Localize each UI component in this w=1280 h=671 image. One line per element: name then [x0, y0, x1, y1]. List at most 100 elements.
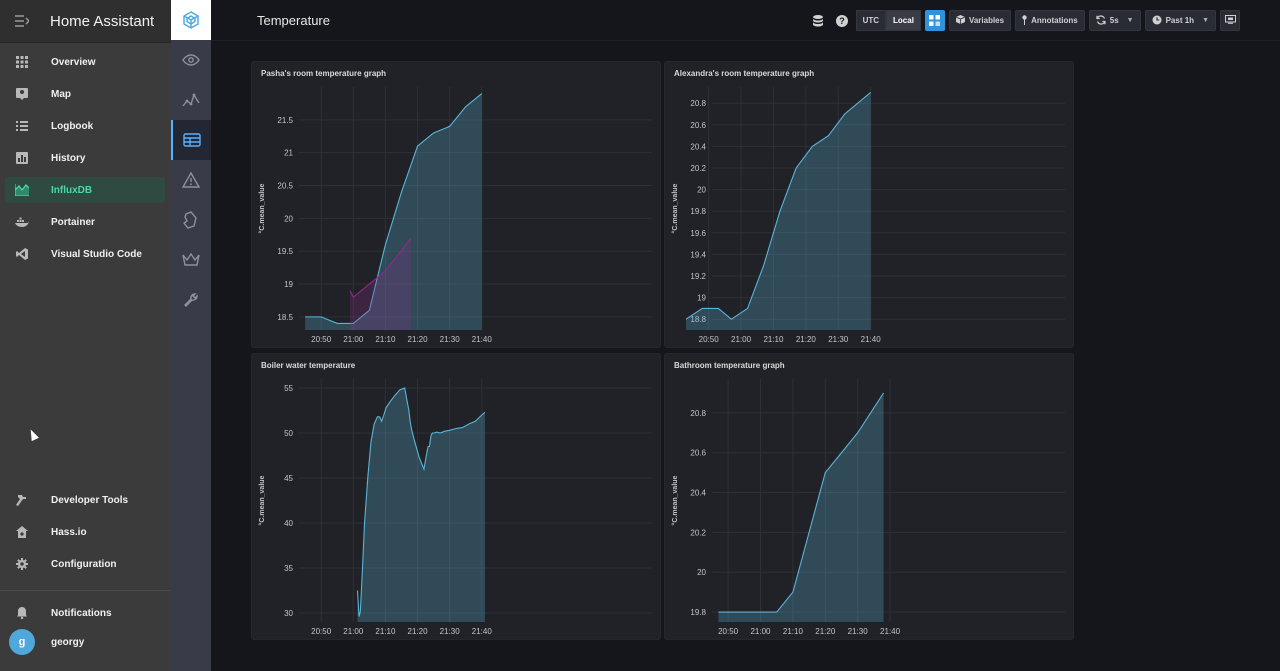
y-tick-label: 35: [284, 564, 293, 573]
x-tick-label: 21:10: [763, 335, 784, 344]
x-tick-label: 20:50: [311, 335, 332, 344]
home-gear-icon: [5, 526, 39, 538]
ha-sidebar-header: Home Assistant: [0, 0, 171, 43]
database-icon[interactable]: [808, 10, 828, 31]
local-button[interactable]: Local: [886, 10, 921, 31]
chart-area: 20:50 21:00 21:10 21:20 21:30 21:40 18.8 19 19.2…: [671, 87, 1065, 344]
sidebar-item-label: Portainer: [51, 216, 95, 228]
time-range-label: Past 1h: [1165, 16, 1195, 25]
sidebar-item-notifications[interactable]: Notifications: [5, 600, 165, 626]
crown-icon[interactable]: [171, 240, 211, 280]
series-area-1: [350, 238, 412, 330]
y-tick-label: 20.4: [690, 489, 706, 498]
annotations-label: Annotations: [1031, 16, 1078, 25]
sidebar-item-label: Logbook: [51, 120, 94, 132]
dashboard-icon[interactable]: [171, 120, 211, 160]
panel-title[interactable]: Alexandra's room temperature graph: [674, 69, 815, 78]
sidebar-item-label: Visual Studio Code: [51, 248, 142, 260]
refresh-picker[interactable]: 5s ▼: [1088, 10, 1141, 31]
hammer-icon: [5, 494, 39, 506]
help-icon[interactable]: ?: [832, 10, 852, 31]
series-line-1: [349, 237, 412, 299]
sidebar-item-user[interactable]: g georgy: [5, 629, 165, 655]
chart-area: 20:50 21:00 21:10 21:20 21:30 21:40 30 35 40 45 50…: [258, 379, 652, 636]
grafana-logo-icon[interactable]: [171, 0, 211, 40]
wrench-icon[interactable]: [171, 280, 211, 320]
timezone-toggle: UTC Local: [855, 10, 921, 31]
y-tick-label: 20: [284, 214, 293, 223]
y-tick-label: 20.2: [690, 164, 706, 173]
series-line-0: [305, 93, 483, 324]
annotations-button[interactable]: Annotations: [1015, 10, 1085, 31]
sidebar-item-label: Configuration: [51, 558, 117, 570]
dashboard-topbar: Temperature ? UTC Local Variables: [211, 0, 1280, 41]
map-icon: [5, 88, 39, 100]
series-line-0: [356, 387, 486, 617]
sidebar-item-label: Hass.io: [51, 526, 87, 538]
y-tick-label: 20.6: [690, 449, 706, 458]
y-tick-label: 50: [284, 429, 293, 438]
x-tick-label: 21:00: [750, 627, 771, 636]
series-line-0: [718, 392, 885, 613]
sidebar-item-influxdb[interactable]: InfluxDB: [5, 177, 165, 203]
plugin-icon[interactable]: [171, 200, 211, 240]
y-tick-label: 19: [284, 280, 293, 289]
graph-panel-boiler[interactable]: Boiler water temperature 20:50 21:00 21:10…: [251, 353, 661, 640]
sidebar-item-label: InfluxDB: [51, 184, 93, 196]
utc-button[interactable]: UTC: [855, 10, 887, 31]
dashboard-title[interactable]: Temperature: [257, 12, 330, 28]
vscode-icon: [5, 248, 39, 260]
menu-collapse-icon[interactable]: [0, 15, 44, 27]
y-tick-label: 19.6: [690, 229, 706, 238]
y-tick-label: 20.8: [690, 99, 706, 108]
panel-title[interactable]: Pasha's room temperature graph: [261, 69, 387, 78]
sidebar-item-label: Overview: [51, 56, 96, 68]
time-range-picker[interactable]: Past 1h ▼: [1144, 10, 1216, 31]
variables-label: Variables: [968, 16, 1005, 25]
sidebar-item-visual-studio-code[interactable]: Visual Studio Code: [5, 241, 165, 267]
sidebar-item-history[interactable]: History: [5, 145, 165, 171]
panel-title[interactable]: Bathroom temperature graph: [674, 361, 785, 370]
chart-area: 20:50 21:00 21:10 21:20 21:30 21:40 18.5 19 19.5…: [258, 87, 652, 344]
ha-title: Home Assistant: [50, 12, 155, 30]
graph-panel-bathroom[interactable]: Bathroom temperature graph 20:50 21:00 21:…: [664, 353, 1074, 640]
avatar: g: [9, 629, 35, 655]
x-tick-label: 21:00: [343, 335, 364, 344]
sidebar-item-configuration[interactable]: Configuration: [5, 551, 165, 577]
y-tick-label: 19.2: [690, 272, 706, 281]
x-tick-label: 21:10: [783, 627, 804, 636]
x-tick-label: 21:40: [472, 627, 493, 636]
explore-icon[interactable]: [171, 80, 211, 120]
sidebar-item-hassio[interactable]: Hass.io: [5, 519, 165, 545]
grid-icon: [5, 56, 39, 68]
pin-icon: [1022, 14, 1027, 27]
x-tick-label: 21:10: [375, 627, 396, 636]
y-tick-label: 20.4: [690, 142, 706, 151]
tv-mode-button[interactable]: [1220, 10, 1240, 31]
graph-panel-pasha[interactable]: Pasha's room temperature graph 20:50 21:0…: [251, 61, 661, 348]
add-panel-icon[interactable]: [924, 10, 945, 31]
graph-panel-alexandra[interactable]: Alexandra's room temperature graph 20:50…: [664, 61, 1074, 348]
x-tick-label: 21:20: [796, 335, 817, 344]
list-icon: [5, 120, 39, 132]
y-axis-label: °C.mean_value: [671, 183, 679, 233]
alert-icon[interactable]: [171, 160, 211, 200]
y-tick-label: 55: [284, 384, 293, 393]
series-area-0: [305, 93, 482, 330]
series-area-0: [718, 392, 884, 622]
eye-icon[interactable]: [171, 40, 211, 80]
sidebar-item-overview[interactable]: Overview: [5, 49, 165, 75]
panel-title[interactable]: Boiler water temperature: [261, 361, 356, 370]
sidebar-item-map[interactable]: Map: [5, 81, 165, 107]
sidebar-item-logbook[interactable]: Logbook: [5, 113, 165, 139]
sidebar-item-developer-tools[interactable]: Developer Tools: [5, 487, 165, 513]
x-tick-label: 21:40: [472, 335, 493, 344]
y-tick-label: 20.6: [690, 121, 706, 130]
y-tick-label: 45: [284, 474, 293, 483]
y-tick-label: 20: [697, 568, 706, 577]
sidebar-item-portainer[interactable]: Portainer: [5, 209, 165, 235]
y-tick-label: 20.2: [690, 528, 706, 537]
variables-button[interactable]: Variables: [948, 10, 1012, 31]
y-tick-label: 20.5: [277, 182, 293, 191]
